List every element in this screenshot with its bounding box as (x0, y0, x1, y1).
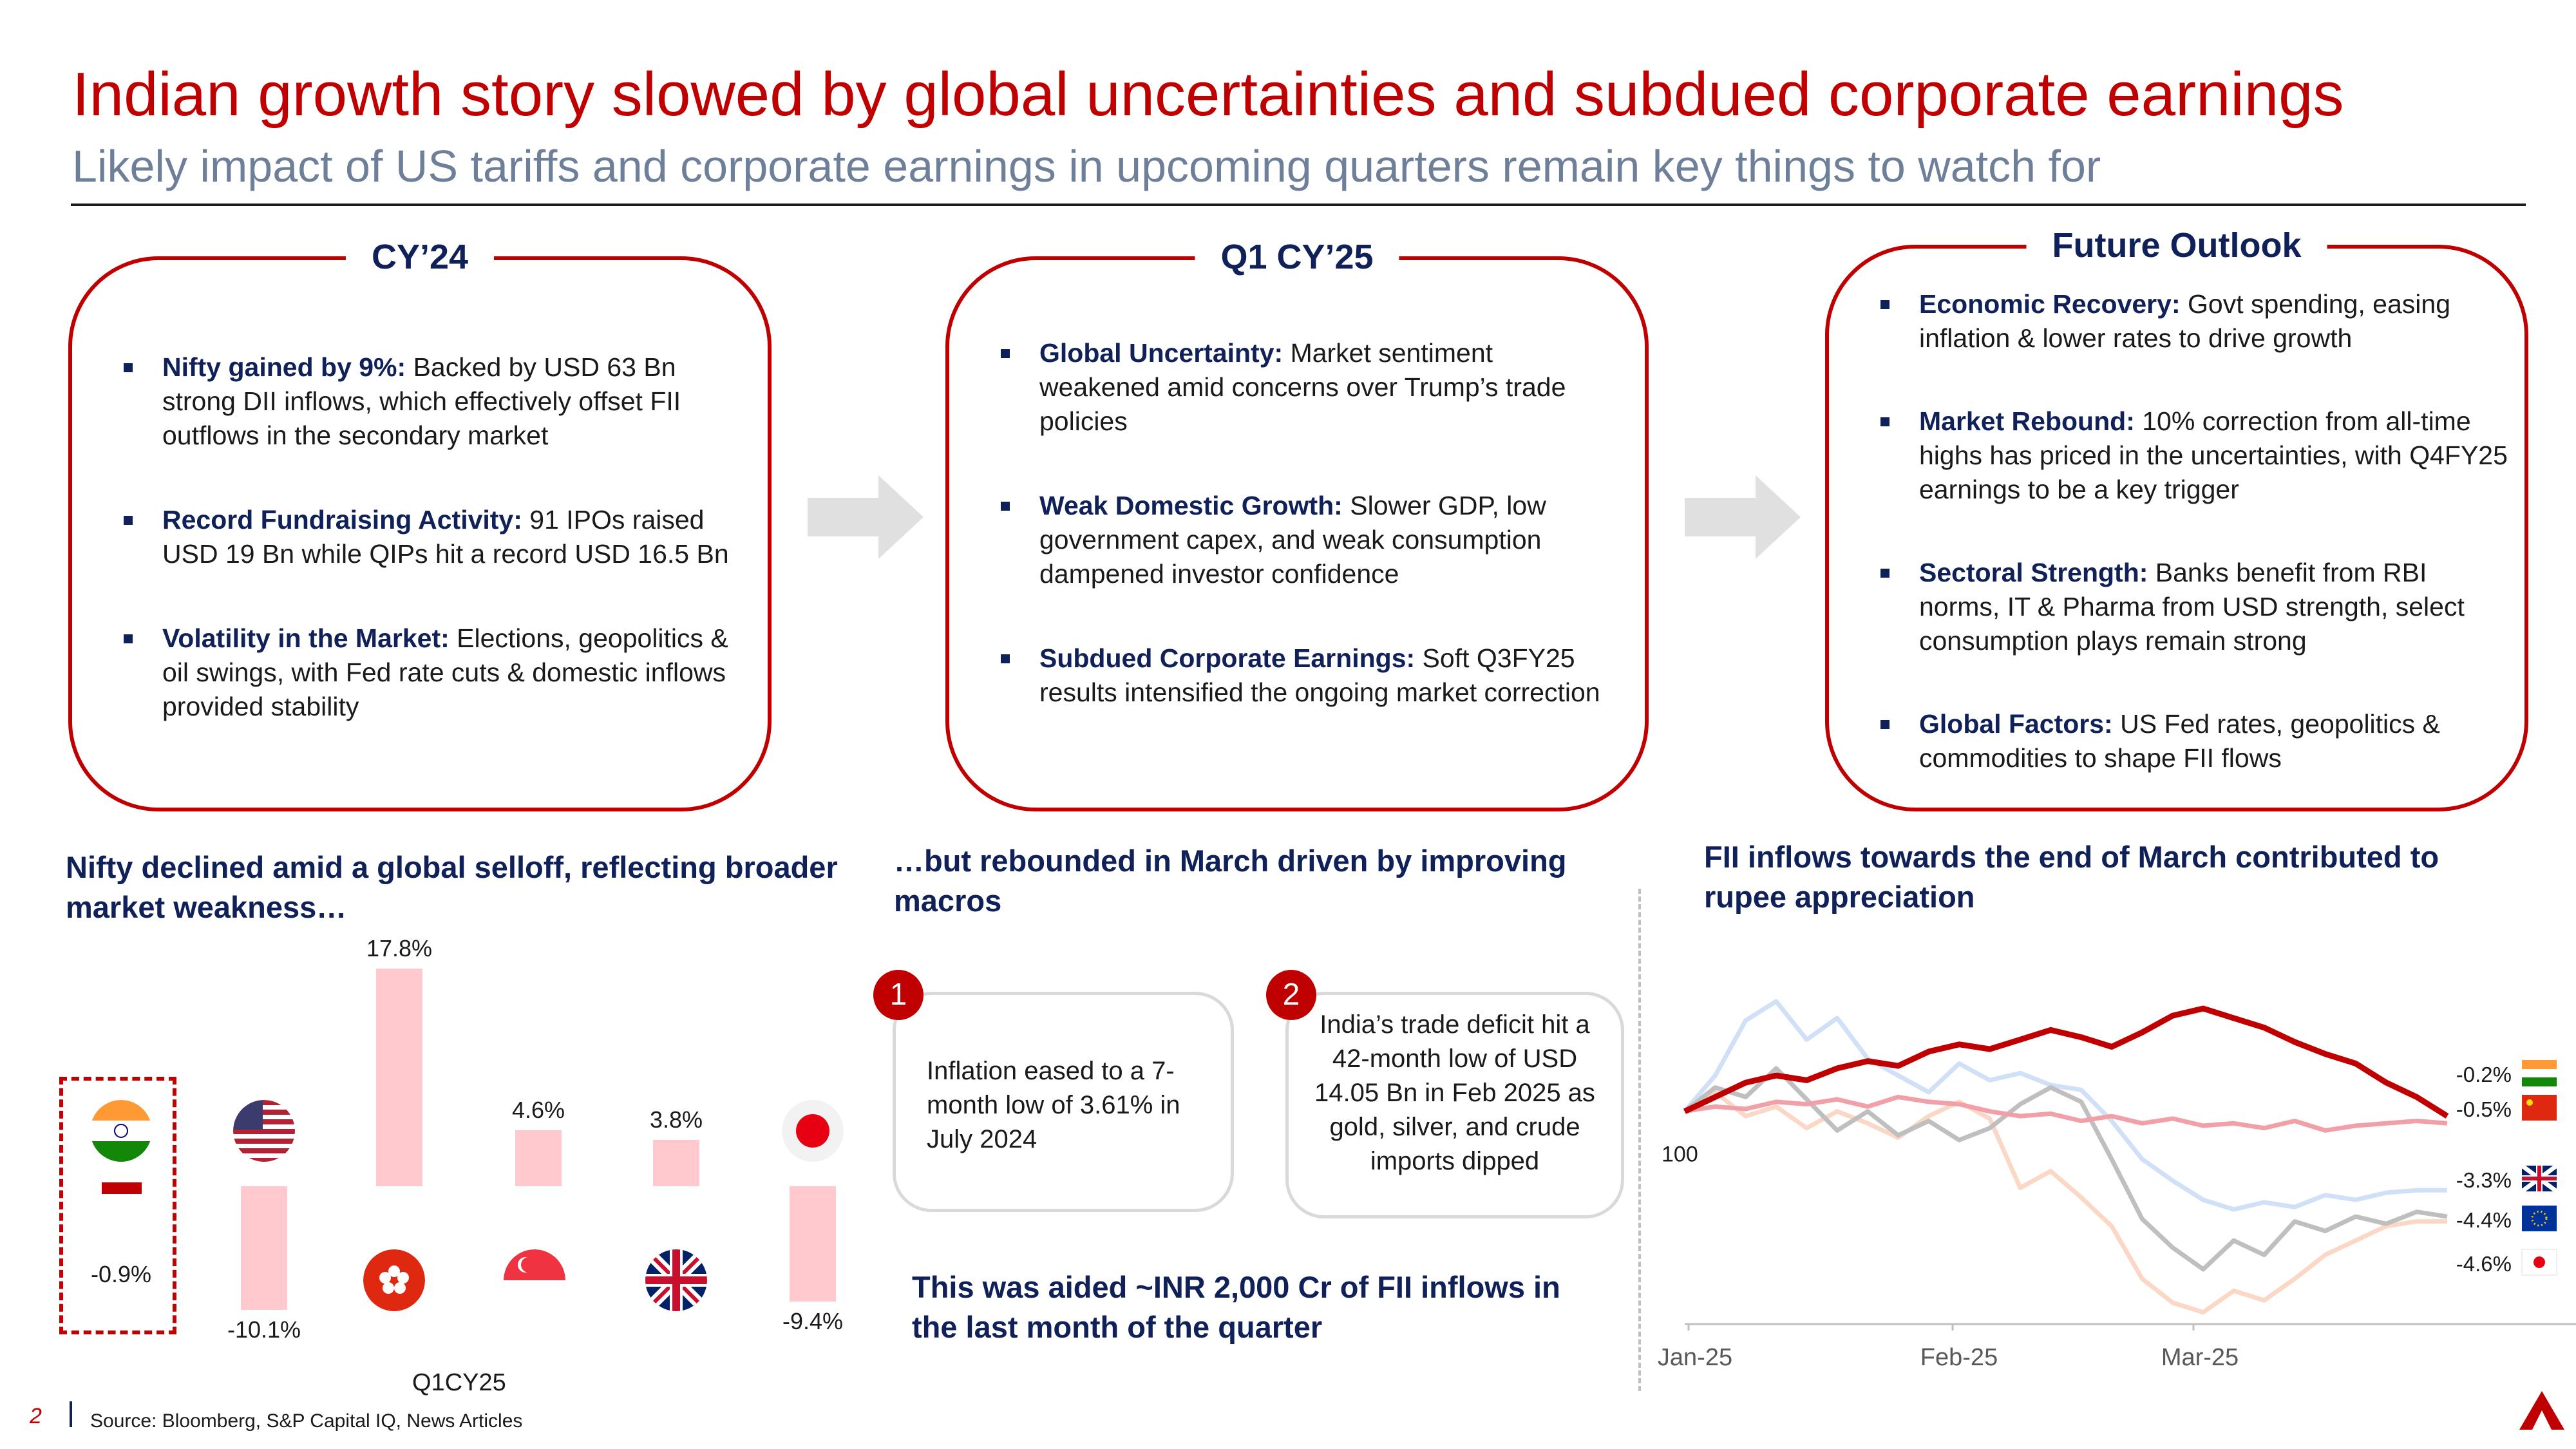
uk-flag-icon (2520, 1164, 2559, 1193)
bullet: Global Factors: US Fed rates, geopolitic… (1880, 707, 2512, 775)
arrow-right-icon (1685, 475, 1801, 559)
nifty-section-heading: Nifty declined amid a global selloff, re… (66, 850, 838, 924)
section-divider (1638, 889, 1641, 1391)
india-highlight-box (59, 1077, 176, 1334)
china-flag-icon (2522, 1095, 2557, 1121)
panel-future-outlook-bullets: Economic Recovery: Govt spending, easing… (1880, 287, 2512, 826)
bullet: Global Uncertainty: Market sentiment wea… (1001, 336, 1619, 439)
series-end-label-china: -0.5% (2456, 1097, 2512, 1121)
bar-us (241, 1186, 287, 1310)
series-line-india (1683, 1005, 2449, 1119)
series-end-label-uk: -3.3% (2456, 1168, 2512, 1192)
rebound-section-heading: …but rebounded in March driven by improv… (894, 844, 1567, 918)
bar-value-label: -9.4% (782, 1307, 844, 1334)
page-subtitle: Likely impact of US tariffs and corporat… (72, 141, 2101, 191)
page-title: Indian growth story slowed by global unc… (72, 60, 2344, 129)
hong-kong-flag-icon (363, 1249, 425, 1311)
bullet: Economic Recovery: Govt spending, easing… (1880, 287, 2512, 355)
x-tick-label: Jan-25 (1658, 1344, 1732, 1371)
bar-singapore (515, 1130, 562, 1186)
footer-divider (70, 1401, 72, 1427)
panel-q1cy25: Global Uncertainty: Market sentiment wea… (945, 256, 1649, 811)
arrow-right-icon (808, 475, 923, 559)
india-flag-icon (2522, 1060, 2557, 1086)
japan-flag-icon (2521, 1249, 2557, 1276)
series-line-eu (1683, 1066, 2448, 1272)
bar-japan (790, 1186, 836, 1302)
panel-q1cy25-bullets: Global Uncertainty: Market sentiment wea… (1001, 336, 1619, 760)
bullet: Sectoral Strength: Banks benefit from RB… (1880, 556, 2512, 658)
x-tick-label: Mar-25 (2161, 1344, 2239, 1371)
bar-chart-xlabel: Q1CY25 (412, 1369, 506, 1396)
bar-value-label: 3.8% (649, 1106, 703, 1133)
panel-future-outlook: Economic Recovery: Govt spending, easing… (1825, 245, 2528, 811)
bar-value-label: -10.1% (227, 1316, 301, 1343)
japan-flag-icon (782, 1100, 844, 1162)
series-line-china (1684, 1094, 2448, 1133)
callout-number-badge: 1 (873, 970, 923, 1020)
bullet: Market Rebound: 10% correction from all-… (1880, 404, 2512, 507)
callout-trade-deficit: India’s trade deficit hit a 42-month low… (1285, 992, 1624, 1218)
currency-line-chart: Jan-25 Feb-25 Mar-25 100 -0.2% -0.5% -3.3% -4.4… (1658, 999, 2576, 1371)
bar-value-label: 4.6% (511, 1096, 565, 1123)
panel-cy24-bullets: Nifty gained by 9%: Backed by USD 63 Bn … (124, 350, 742, 774)
source-note: Source: Bloomberg, S&P Capital IQ, News … (90, 1410, 523, 1432)
series-end-label-japan: -4.6% (2456, 1252, 2512, 1276)
bullet: Nifty gained by 9%: Backed by USD 63 Bn … (124, 350, 742, 453)
series-end-label-india: -0.2% (2456, 1063, 2512, 1086)
bullet: Subdued Corporate Earnings: Soft Q3FY25 … (1001, 641, 1619, 710)
panel-future-outlook-title: Future Outlook (2026, 225, 2327, 265)
callout-number-badge: 2 (1266, 970, 1316, 1020)
india-indicator-marker (102, 1182, 142, 1194)
fii-section-heading: FII inflows towards the end of March con… (1704, 840, 2439, 914)
bullet: Weak Domestic Growth: Slower GDP, low go… (1001, 489, 1619, 591)
y-reference-label: 100 (1662, 1142, 1698, 1167)
series-line-uk (1683, 999, 2447, 1212)
uk-flag-icon (645, 1249, 707, 1311)
bullet: Record Fundraising Activity: 91 IPOs rai… (124, 503, 742, 571)
india-flag-icon (90, 1100, 152, 1162)
bar-hong-kong (376, 968, 422, 1186)
eu-flag-icon (2522, 1206, 2557, 1231)
brand-logo-icon (2519, 1391, 2564, 1430)
bullet: Volatility in the Market: Elections, geo… (124, 621, 742, 724)
us-flag-icon (233, 1100, 295, 1162)
panel-cy24-title: CY’24 (345, 237, 495, 277)
panel-q1cy25-title: Q1 CY’25 (1195, 237, 1399, 277)
fii-footnote: This was aided ~INR 2,000 Cr of FII infl… (912, 1270, 1560, 1344)
title-divider (71, 204, 2526, 206)
singapore-flag-icon (504, 1249, 565, 1311)
x-tick-label: Feb-25 (1920, 1344, 1998, 1371)
series-line-japan (1683, 1090, 2447, 1315)
bar-value-label: 17.8% (366, 934, 433, 961)
bar-uk (653, 1139, 699, 1186)
page-number: 2 (30, 1404, 42, 1428)
callout-inflation: Inflation eased to a 7-month low of 3.61… (893, 992, 1234, 1212)
series-end-label-eu: -4.4% (2456, 1208, 2512, 1232)
panel-cy24: Nifty gained by 9%: Backed by USD 63 Bn … (68, 256, 772, 811)
